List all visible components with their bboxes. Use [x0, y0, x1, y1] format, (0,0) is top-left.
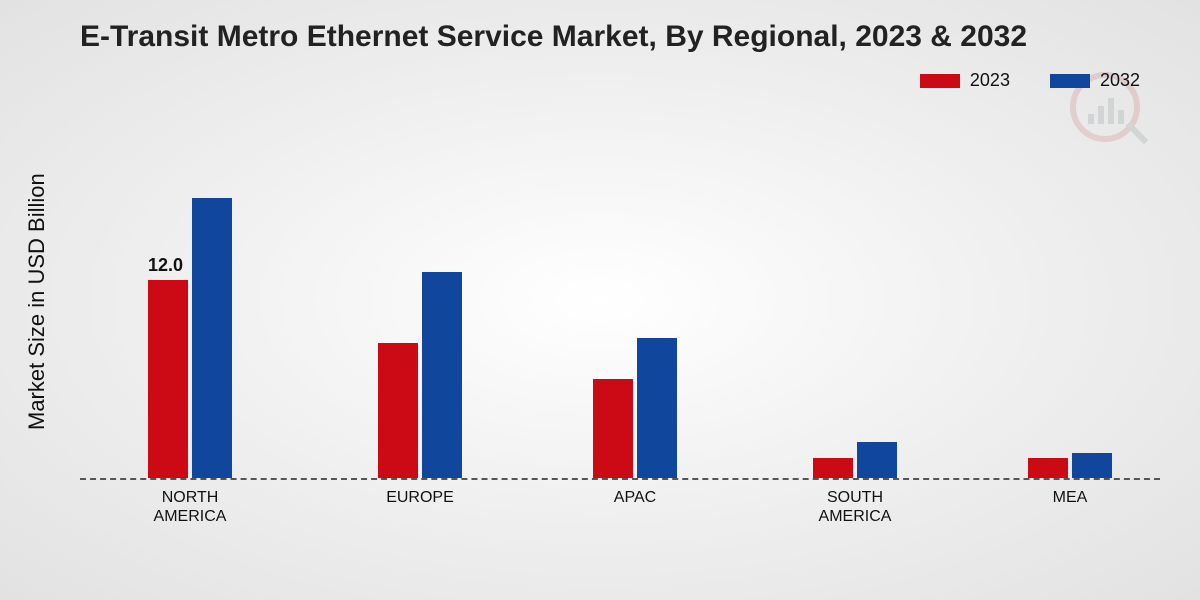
y-axis-label: Market Size in USD Billion	[24, 173, 50, 430]
bar-2023	[813, 458, 853, 478]
x-tick-label: SOUTH AMERICA	[795, 488, 915, 526]
bar-2023	[593, 379, 633, 478]
bar-2023	[148, 280, 188, 478]
bar-group	[813, 442, 897, 478]
plot-area: 12.0	[80, 150, 1160, 480]
x-tick-label: NORTH AMERICA	[130, 488, 250, 526]
x-tick-label: MEA	[1010, 488, 1130, 507]
x-tick-label: APAC	[575, 488, 695, 507]
bar-2032	[637, 338, 677, 478]
chart-title: E-Transit Metro Ethernet Service Market,…	[80, 20, 1027, 54]
legend-swatch-2032	[1050, 74, 1090, 88]
x-tick-label: EUROPE	[360, 488, 480, 507]
bar-2032	[857, 442, 897, 478]
bar-2032	[422, 272, 462, 478]
bar-2023	[1028, 458, 1068, 478]
legend: 2023 2032	[920, 70, 1140, 91]
bar-2023	[378, 343, 418, 478]
bar-group	[378, 272, 462, 478]
bar-group	[1028, 453, 1112, 478]
legend-label-2032: 2032	[1100, 70, 1140, 91]
x-axis-baseline	[80, 478, 1160, 480]
bar-group	[148, 198, 232, 479]
legend-swatch-2023	[920, 74, 960, 88]
bar-2032	[1072, 453, 1112, 478]
bar-group	[593, 338, 677, 478]
bar-2032	[192, 198, 232, 479]
legend-item-2023: 2023	[920, 70, 1010, 91]
legend-label-2023: 2023	[970, 70, 1010, 91]
chart-canvas: E-Transit Metro Ethernet Service Market,…	[0, 0, 1200, 600]
legend-item-2032: 2032	[1050, 70, 1140, 91]
